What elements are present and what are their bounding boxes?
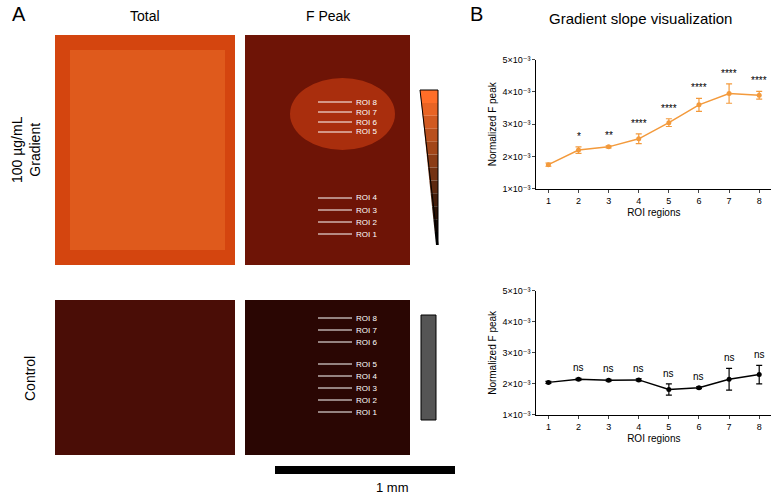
svg-text:ROI 2: ROI 2 [356, 396, 377, 405]
svg-text:ROI 7: ROI 7 [356, 108, 377, 117]
svg-text:5: 5 [666, 422, 671, 432]
svg-text:Normalized F peak: Normalized F peak [487, 310, 498, 395]
svg-text:4×10⁻³: 4×10⁻³ [503, 87, 531, 97]
svg-text:ROI 1: ROI 1 [356, 408, 377, 417]
svg-text:2: 2 [576, 196, 581, 206]
svg-text:Gradient slope visualization: Gradient slope visualization [549, 10, 732, 27]
svg-text:Total: Total [130, 8, 160, 24]
svg-text:7: 7 [727, 196, 732, 206]
svg-text:2×10⁻³: 2×10⁻³ [503, 152, 531, 162]
svg-text:ns: ns [754, 349, 765, 360]
svg-text:ns: ns [633, 363, 644, 374]
svg-text:ns: ns [573, 362, 584, 373]
svg-text:5: 5 [666, 196, 671, 206]
svg-text:ROI 5: ROI 5 [356, 127, 377, 136]
svg-text:ns: ns [693, 371, 704, 382]
svg-text:ROI 8: ROI 8 [356, 314, 377, 323]
svg-text:100 µg/mLGradient: 100 µg/mLGradient [9, 116, 43, 183]
svg-text:F Peak: F Peak [306, 8, 351, 24]
svg-text:ROI 3: ROI 3 [356, 384, 377, 393]
svg-text:ns: ns [603, 363, 614, 374]
svg-text:1×10⁻³: 1×10⁻³ [503, 410, 531, 420]
svg-text:6: 6 [696, 196, 701, 206]
svg-text:3×10⁻³: 3×10⁻³ [503, 348, 531, 358]
svg-text:4×10⁻³: 4×10⁻³ [503, 317, 531, 327]
svg-text:****: **** [661, 103, 677, 114]
svg-text:Normalized F peak: Normalized F peak [487, 81, 498, 166]
svg-text:7: 7 [727, 422, 732, 432]
svg-text:ROI regions: ROI regions [627, 207, 680, 218]
svg-text:1×10⁻³: 1×10⁻³ [503, 184, 531, 194]
svg-text:4: 4 [636, 196, 641, 206]
svg-text:ROI 6: ROI 6 [356, 338, 377, 347]
svg-text:3×10⁻³: 3×10⁻³ [503, 119, 531, 129]
svg-text:3: 3 [606, 422, 611, 432]
svg-text:1 mm: 1 mm [376, 480, 409, 495]
svg-text:*: * [577, 131, 581, 142]
svg-text:ROI regions: ROI regions [627, 433, 680, 444]
svg-text:2×10⁻³: 2×10⁻³ [503, 379, 531, 389]
svg-text:5×10⁻³: 5×10⁻³ [503, 286, 531, 296]
svg-text:****: **** [721, 68, 737, 79]
svg-text:8: 8 [757, 422, 762, 432]
svg-text:6: 6 [696, 422, 701, 432]
svg-text:1: 1 [546, 196, 551, 206]
svg-text:ROI 5: ROI 5 [356, 360, 377, 369]
svg-text:ROI 7: ROI 7 [356, 326, 377, 335]
svg-text:B: B [470, 3, 483, 25]
svg-text:ROI 8: ROI 8 [356, 98, 377, 107]
svg-text:ROI 1: ROI 1 [356, 230, 377, 239]
svg-text:****: **** [691, 82, 707, 93]
svg-text:1: 1 [546, 422, 551, 432]
svg-text:ROI 2: ROI 2 [356, 218, 377, 227]
svg-text:ns: ns [724, 352, 735, 363]
svg-text:3: 3 [606, 196, 611, 206]
svg-text:5×10⁻³: 5×10⁻³ [503, 55, 531, 65]
svg-text:ns: ns [663, 368, 674, 379]
svg-text:2: 2 [576, 422, 581, 432]
svg-text:8: 8 [757, 196, 762, 206]
svg-text:ROI 3: ROI 3 [356, 206, 377, 215]
svg-text:****: **** [631, 118, 647, 129]
svg-text:4: 4 [636, 422, 641, 432]
svg-text:ROI 4: ROI 4 [356, 372, 377, 381]
svg-text:ROI 4: ROI 4 [356, 193, 377, 202]
svg-text:A: A [12, 3, 26, 25]
svg-text:****: **** [751, 75, 767, 86]
svg-text:ROI 6: ROI 6 [356, 118, 377, 127]
svg-text:**: ** [605, 130, 613, 141]
svg-text:Control: Control [22, 356, 38, 401]
